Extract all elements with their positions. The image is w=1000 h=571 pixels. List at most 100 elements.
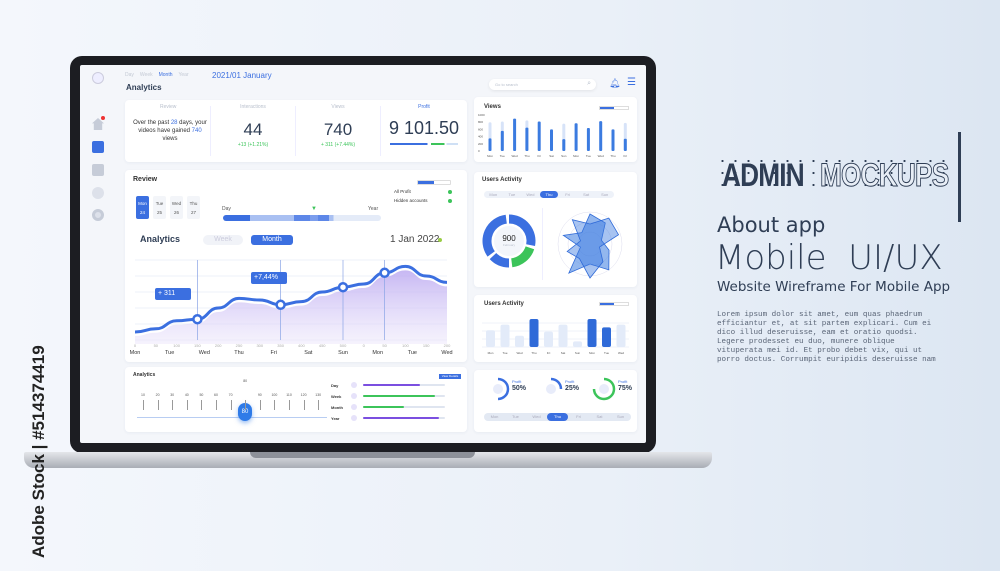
day-tab-sat[interactable]: Sat [583,192,590,197]
users-activity-bar-chart: Mon Tue Wed Thu Fri Sat Sun Mon Tue Wed [482,319,629,355]
views-title: Views [484,104,501,110]
range-marker-icon[interactable]: ▼ [311,206,317,212]
x-day-label: Thu [234,350,243,356]
slider-track[interactable] [137,417,327,418]
x-tick-label: Tue [500,154,505,158]
laptop-base [24,452,712,468]
day-tab-thu[interactable]: Thu [539,191,559,198]
day-tab-sun[interactable]: Sun [601,192,609,197]
y-tick-label: 1000 [478,113,485,117]
slider-tick [289,400,290,410]
bar [529,319,539,347]
lorem-line: porro doctus. Corrumpit euripidis deseru… [717,356,936,364]
bar [500,130,504,151]
review-views: 740 [191,128,202,134]
bar [573,341,582,347]
progress-fill [363,406,404,408]
view-details-button[interactable]: View Details [439,374,461,379]
legend-dot [448,199,452,203]
period-tab-year[interactable]: Year [178,72,189,78]
message-icon[interactable] [92,164,104,176]
tab-week[interactable]: Week [203,235,243,245]
x-tick-label: 50 [382,343,387,348]
toggle[interactable] [599,302,629,306]
ring-center [493,384,503,394]
radar-polygon [562,213,610,274]
day-tab-fri[interactable]: Fri [565,192,570,197]
legend-label: All Profit [394,189,411,194]
logo-admin: ADMIN [722,157,805,193]
bar [486,330,495,347]
period-tab-day[interactable]: Day [125,72,134,78]
day-tab-sun[interactable]: Sun [616,414,625,419]
slider-handle[interactable]: 80 [238,403,252,421]
day-tab-tue[interactable]: Tue [512,414,519,419]
home-icon[interactable] [92,118,104,130]
row-label: Week [331,394,342,399]
radar-polygon [566,217,620,279]
slider-tick-label: 50 [199,393,204,397]
donut-value: 900 [502,234,516,243]
slider-tick-label: 90 [257,393,262,397]
bell-icon[interactable]: 🔔︎ [609,78,621,88]
ring-center [546,384,556,394]
day-tab-fri[interactable]: Fri [576,414,581,419]
analytics-date: 1 Jan 2022 [390,234,440,245]
lorem-line: efficiantur et, at sit partem explicari.… [717,320,932,328]
bar [586,127,590,151]
watermark: Adobe Stock | #514374419 [29,345,48,558]
day-tab-mon[interactable]: Mon [489,192,498,197]
day-button-mon[interactable]: Mon 24 [136,196,149,219]
day-tab-sat[interactable]: Sat [596,414,603,419]
x-tick-label: 300 [256,343,263,348]
x-tick-label: Wed [618,351,624,355]
period-tab-week[interactable]: Week [139,72,153,78]
x-tick-label: Sat [561,351,566,355]
x-tick-label: Wed [516,351,522,355]
area-line [134,264,448,334]
day-button-tue[interactable]: Tue 25 [153,196,166,219]
logo-dots [716,155,952,195]
x-tick-label: 50 [154,343,159,348]
day-tab-mon[interactable]: Mon [490,414,499,419]
menu-icon[interactable]: ☰ [627,77,636,88]
toggle[interactable] [599,106,629,110]
toggle[interactable] [417,180,451,185]
search-icon[interactable]: ⌕ [587,80,591,87]
slider-tick [201,400,203,410]
range-start: Day [222,206,231,212]
profit-stat: Profit 9 101.50 [381,104,467,145]
slider-title: Analytics [133,372,156,378]
period-tab-month[interactable]: Month [158,72,173,78]
search-input[interactable]: Go to search ⌕ [489,79,596,90]
day-tab-tue[interactable]: Tue [508,192,516,197]
gear-icon[interactable] [92,209,104,221]
slider-tick [245,400,246,410]
bar [550,129,553,151]
progress-fill [363,417,440,419]
x-tick-label: Wed [512,154,518,158]
user-icon[interactable] [92,72,104,84]
day-tab-thu[interactable]: Thu [547,413,568,421]
legend-dot [448,190,452,194]
x-tick-label: Wed [598,154,604,158]
bar [587,319,597,347]
bar [500,324,510,347]
row-label: Day [331,383,339,388]
x-tick-label: Tue [502,351,507,355]
bar [574,123,578,151]
day-button-thu[interactable]: Thu 27 [187,196,200,219]
day-tab-wed[interactable]: Wed [526,192,535,197]
range-slider[interactable] [223,215,381,221]
x-tick-label: 0 [363,343,366,348]
chart-icon[interactable] [92,141,104,153]
day-button-wed[interactable]: Wed 26 [170,196,183,219]
x-tick-label: 350 [277,343,284,348]
day-number: 26 [173,210,179,215]
x-day-label: Tue [165,350,174,356]
page-title: Analytics [126,83,162,92]
day-tab-wed[interactable]: Wed [532,414,541,419]
users-icon[interactable] [92,187,104,199]
x-tick-label: Thu [610,154,616,158]
tab-month[interactable]: Month [251,235,293,245]
